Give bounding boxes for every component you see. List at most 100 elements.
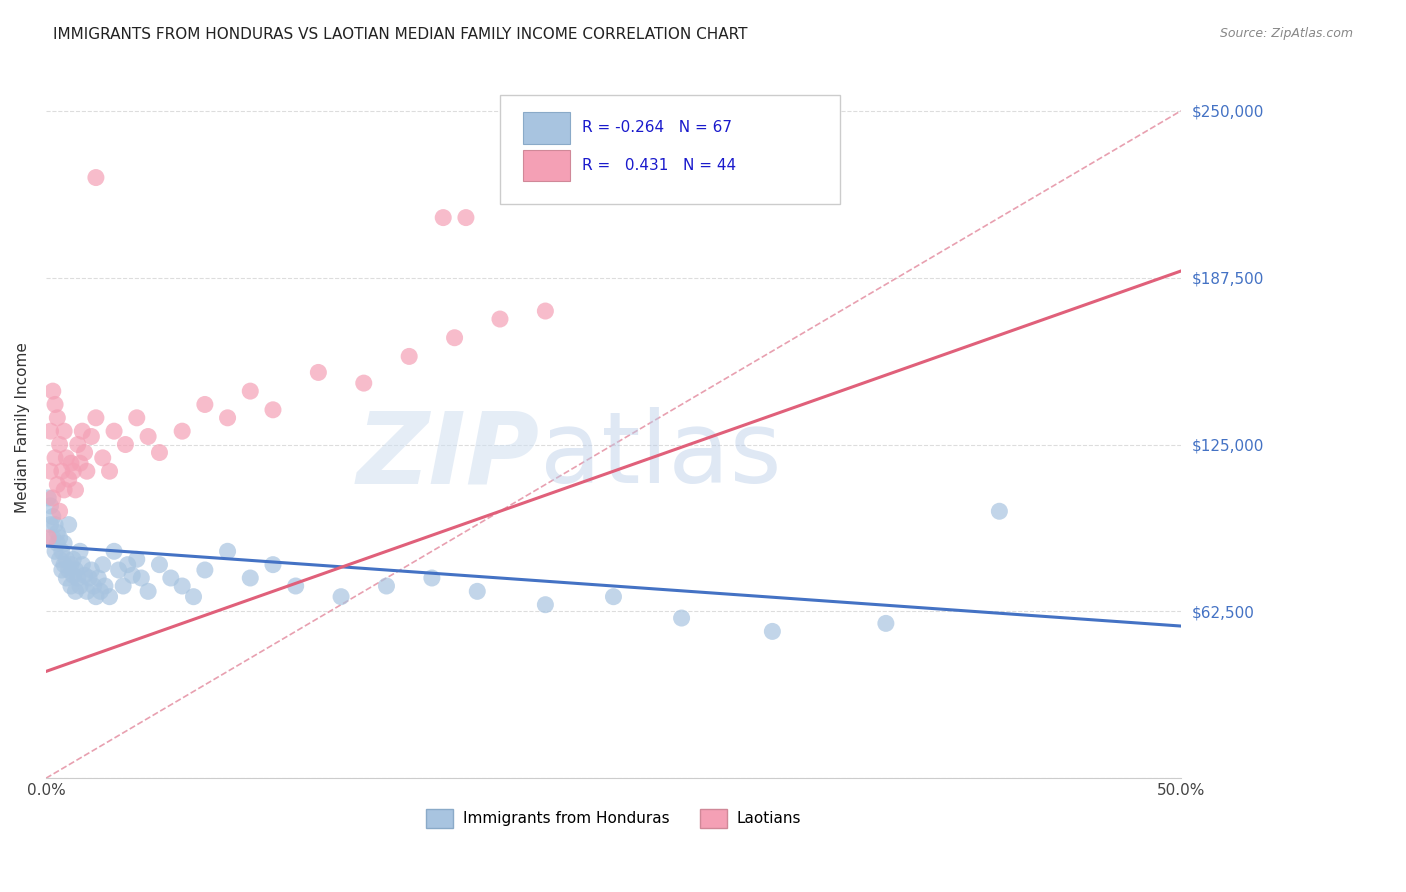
Point (73, 445, 96, 459)
Point (53, 536, 76, 550)
Point (37, 531, 59, 545)
Point (194, 563, 217, 577)
Point (136, 429, 159, 443)
Point (44, 397, 66, 411)
Point (65, 483, 87, 497)
Point (55, 571, 77, 585)
Point (87, 571, 110, 585)
Point (55, 552, 77, 566)
Point (69, 579, 91, 593)
Point (37, 491, 59, 505)
Point (46, 525, 69, 540)
Point (80, 429, 103, 443)
Text: Source: ZipAtlas.com: Source: ZipAtlas.com (1219, 27, 1353, 40)
FancyBboxPatch shape (501, 95, 841, 203)
Point (59, 558, 82, 572)
Point (72, 424, 94, 438)
Point (51, 544, 73, 558)
Point (420, 571, 443, 585)
Point (66, 571, 89, 585)
Point (534, 598, 557, 612)
Point (875, 616, 897, 631)
Point (91, 450, 114, 465)
Point (59, 456, 82, 470)
Point (46, 536, 69, 550)
Point (80, 563, 103, 577)
Point (284, 579, 307, 593)
Point (44, 544, 66, 558)
Point (53, 483, 76, 497)
Point (136, 584, 159, 599)
Point (131, 571, 153, 585)
Point (65, 584, 87, 599)
Point (76, 464, 98, 478)
Point (148, 445, 170, 459)
Point (51, 464, 73, 478)
Point (217, 410, 239, 425)
Point (602, 590, 624, 604)
Point (58, 472, 80, 486)
Point (58, 517, 80, 532)
Point (65, 563, 87, 577)
Point (117, 558, 139, 572)
Point (84, 410, 107, 425)
Point (59, 579, 82, 593)
Point (671, 611, 693, 625)
Point (114, 437, 136, 451)
Point (98, 590, 121, 604)
Point (39, 424, 62, 438)
Bar (523, 150, 571, 181)
Point (42, 531, 65, 545)
Point (84, 590, 107, 604)
Point (353, 376, 375, 391)
Point (83, 579, 105, 593)
Point (39, 464, 62, 478)
Point (42, 491, 65, 505)
Point (98, 464, 121, 478)
Point (48, 504, 70, 518)
Text: IMMIGRANTS FROM HONDURAS VS LAOTIAN MEDIAN FAMILY INCOME CORRELATION CHART: IMMIGRANTS FROM HONDURAS VS LAOTIAN MEDI… (53, 27, 748, 42)
Bar (523, 112, 571, 144)
Point (77, 571, 100, 585)
Point (42, 384, 65, 398)
Point (262, 402, 284, 417)
Point (454, 211, 477, 225)
Point (44, 517, 66, 532)
Point (84, 170, 107, 185)
Point (489, 312, 512, 326)
Point (66, 437, 89, 451)
Point (53, 424, 76, 438)
Point (330, 590, 353, 604)
Point (465, 584, 488, 599)
Point (62, 568, 84, 582)
Text: ZIP: ZIP (357, 408, 540, 504)
Point (44, 450, 66, 465)
Point (55, 450, 77, 465)
Point (121, 568, 143, 582)
Text: atlas: atlas (540, 408, 782, 504)
Point (48, 552, 70, 566)
Point (69, 544, 91, 558)
Point (76, 584, 98, 599)
Point (761, 624, 783, 639)
Point (217, 544, 239, 558)
Point (112, 579, 135, 593)
Point (239, 571, 262, 585)
Text: R = -0.264   N = 67: R = -0.264 N = 67 (582, 120, 731, 136)
Point (62, 552, 84, 566)
Point (73, 568, 96, 582)
Point (103, 424, 125, 438)
Point (398, 350, 420, 364)
Point (69, 456, 91, 470)
Point (94, 579, 117, 593)
Point (239, 384, 262, 398)
Point (51, 563, 73, 577)
Point (39, 517, 62, 532)
Point (103, 544, 125, 558)
Legend: Immigrants from Honduras, Laotians: Immigrants from Honduras, Laotians (420, 803, 807, 834)
Point (432, 211, 454, 225)
Point (172, 579, 194, 593)
Point (194, 397, 217, 411)
Point (89, 584, 111, 599)
Point (534, 304, 557, 318)
